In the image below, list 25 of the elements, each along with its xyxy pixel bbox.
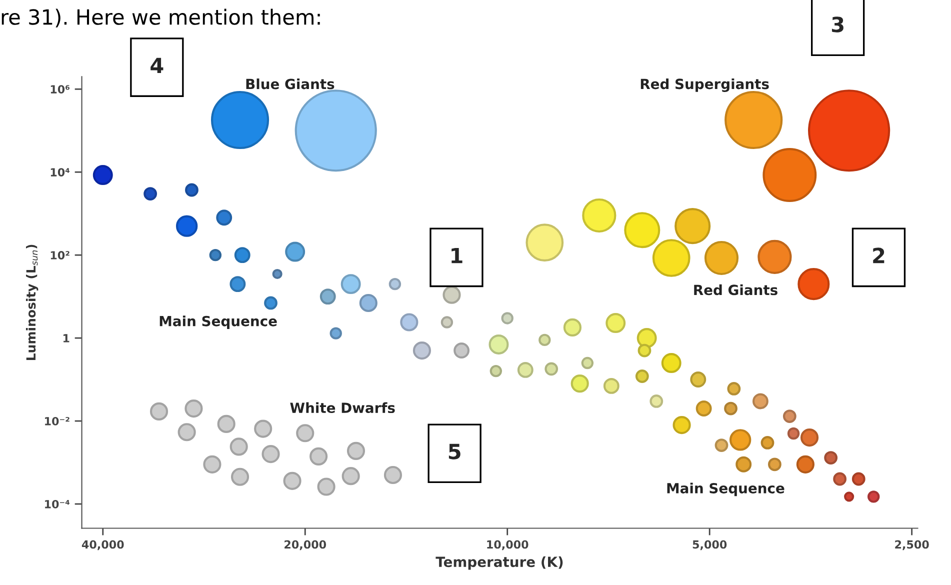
y-tick-label: 1: [64, 334, 70, 342]
text: re 31). Here we mention them:: [2, 8, 320, 28]
y-tick-label: 10⁻⁴: [45, 500, 70, 508]
y-axis-title: Luminosity (L$_{sun}$): [26, 244, 38, 360]
annotation: Red Supergiants: [640, 78, 769, 92]
annotation: 2: [873, 248, 884, 264]
x-tick-label: 10,000: [487, 540, 528, 550]
annotation: Main Sequence: [667, 482, 784, 496]
text: 4: [150, 58, 164, 74]
x-axis-title: Temperature (K): [436, 556, 563, 570]
x-tick-label: 2,500: [895, 540, 929, 550]
x-tick-label: 20,000: [284, 540, 326, 550]
annotation: Red Giants: [694, 284, 778, 296]
x-tick-label: 5,000: [692, 540, 727, 550]
annotation: White Dwarfs: [290, 402, 395, 414]
annotation: 5: [448, 444, 460, 460]
annotation: Blue Giants: [246, 78, 334, 90]
annotation: Main Sequence: [160, 316, 277, 330]
x-tick-label: 40,000: [82, 540, 124, 550]
y-tick-label: 10⁴: [50, 168, 70, 176]
y-tick-label: 10⁻²: [45, 416, 70, 426]
y-tick-label: 10²: [50, 251, 70, 260]
annotation: 1: [452, 248, 462, 264]
text: 3: [832, 16, 844, 32]
y-tick-label: 10⁶: [50, 85, 70, 94]
